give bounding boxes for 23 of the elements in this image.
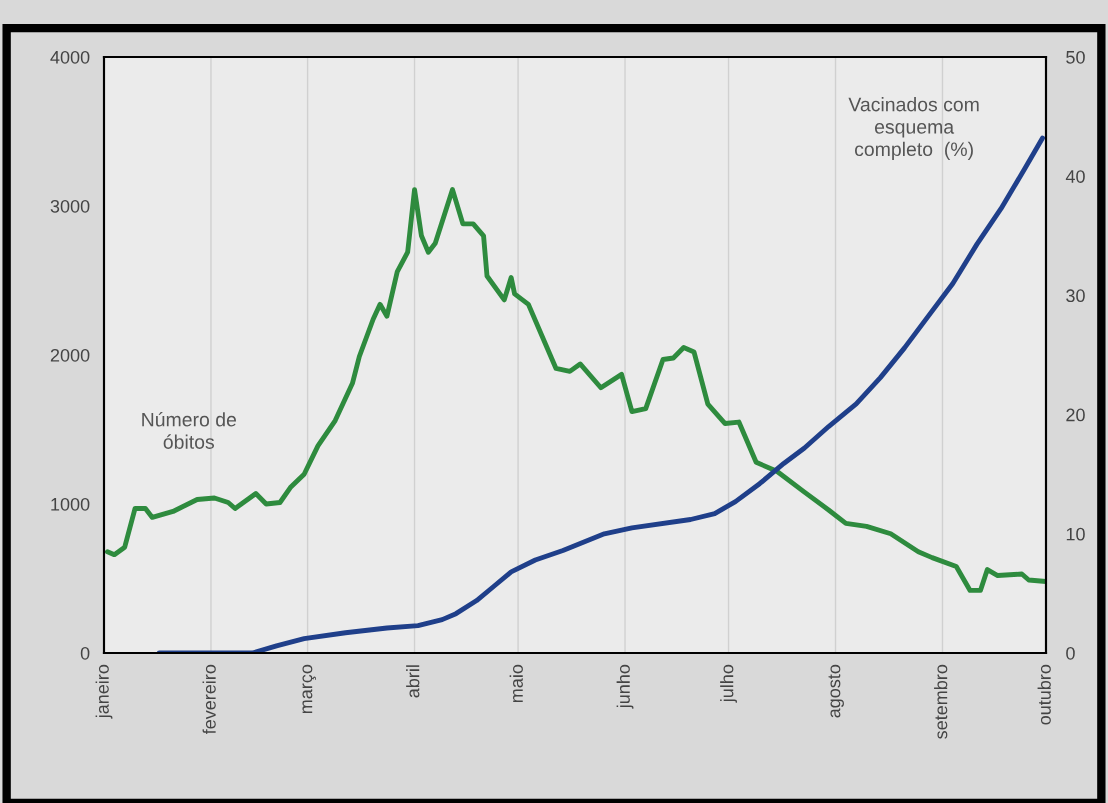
x-tick-label: fevereiro: [202, 664, 216, 735]
x-tick-label: maio: [509, 664, 523, 703]
y2-tick-label: 10: [1066, 527, 1085, 541]
text: Número de óbitos: [142, 412, 237, 449]
y2-tick-label: 50: [1066, 50, 1085, 64]
x-tick-label: abril: [406, 665, 420, 698]
y2-tick-label: 40: [1065, 170, 1085, 183]
y2-tick-label: 30: [1066, 289, 1085, 303]
text: Vacinados com esquema completo (%): [848, 97, 979, 160]
x-tick-label: junho: [616, 664, 634, 709]
x-tick-label: agosto: [828, 664, 844, 718]
y-tick-label: 3000: [50, 199, 90, 213]
x-tick-label: outubro: [1037, 664, 1051, 725]
x-tick-label: setembro: [934, 664, 948, 739]
y2-tick-label: 0: [1066, 646, 1075, 660]
x-tick-label: março: [302, 664, 316, 714]
x-tick-label: julho: [720, 664, 737, 703]
y2-tick-label: 20: [1066, 408, 1085, 422]
y-tick-label: 0: [80, 646, 90, 660]
y-tick-label: 2000: [50, 348, 90, 362]
x-tick-label: janeiro: [95, 664, 113, 719]
y-tick-label: 4000: [50, 50, 90, 64]
y-tick-label: 1000: [51, 497, 90, 511]
